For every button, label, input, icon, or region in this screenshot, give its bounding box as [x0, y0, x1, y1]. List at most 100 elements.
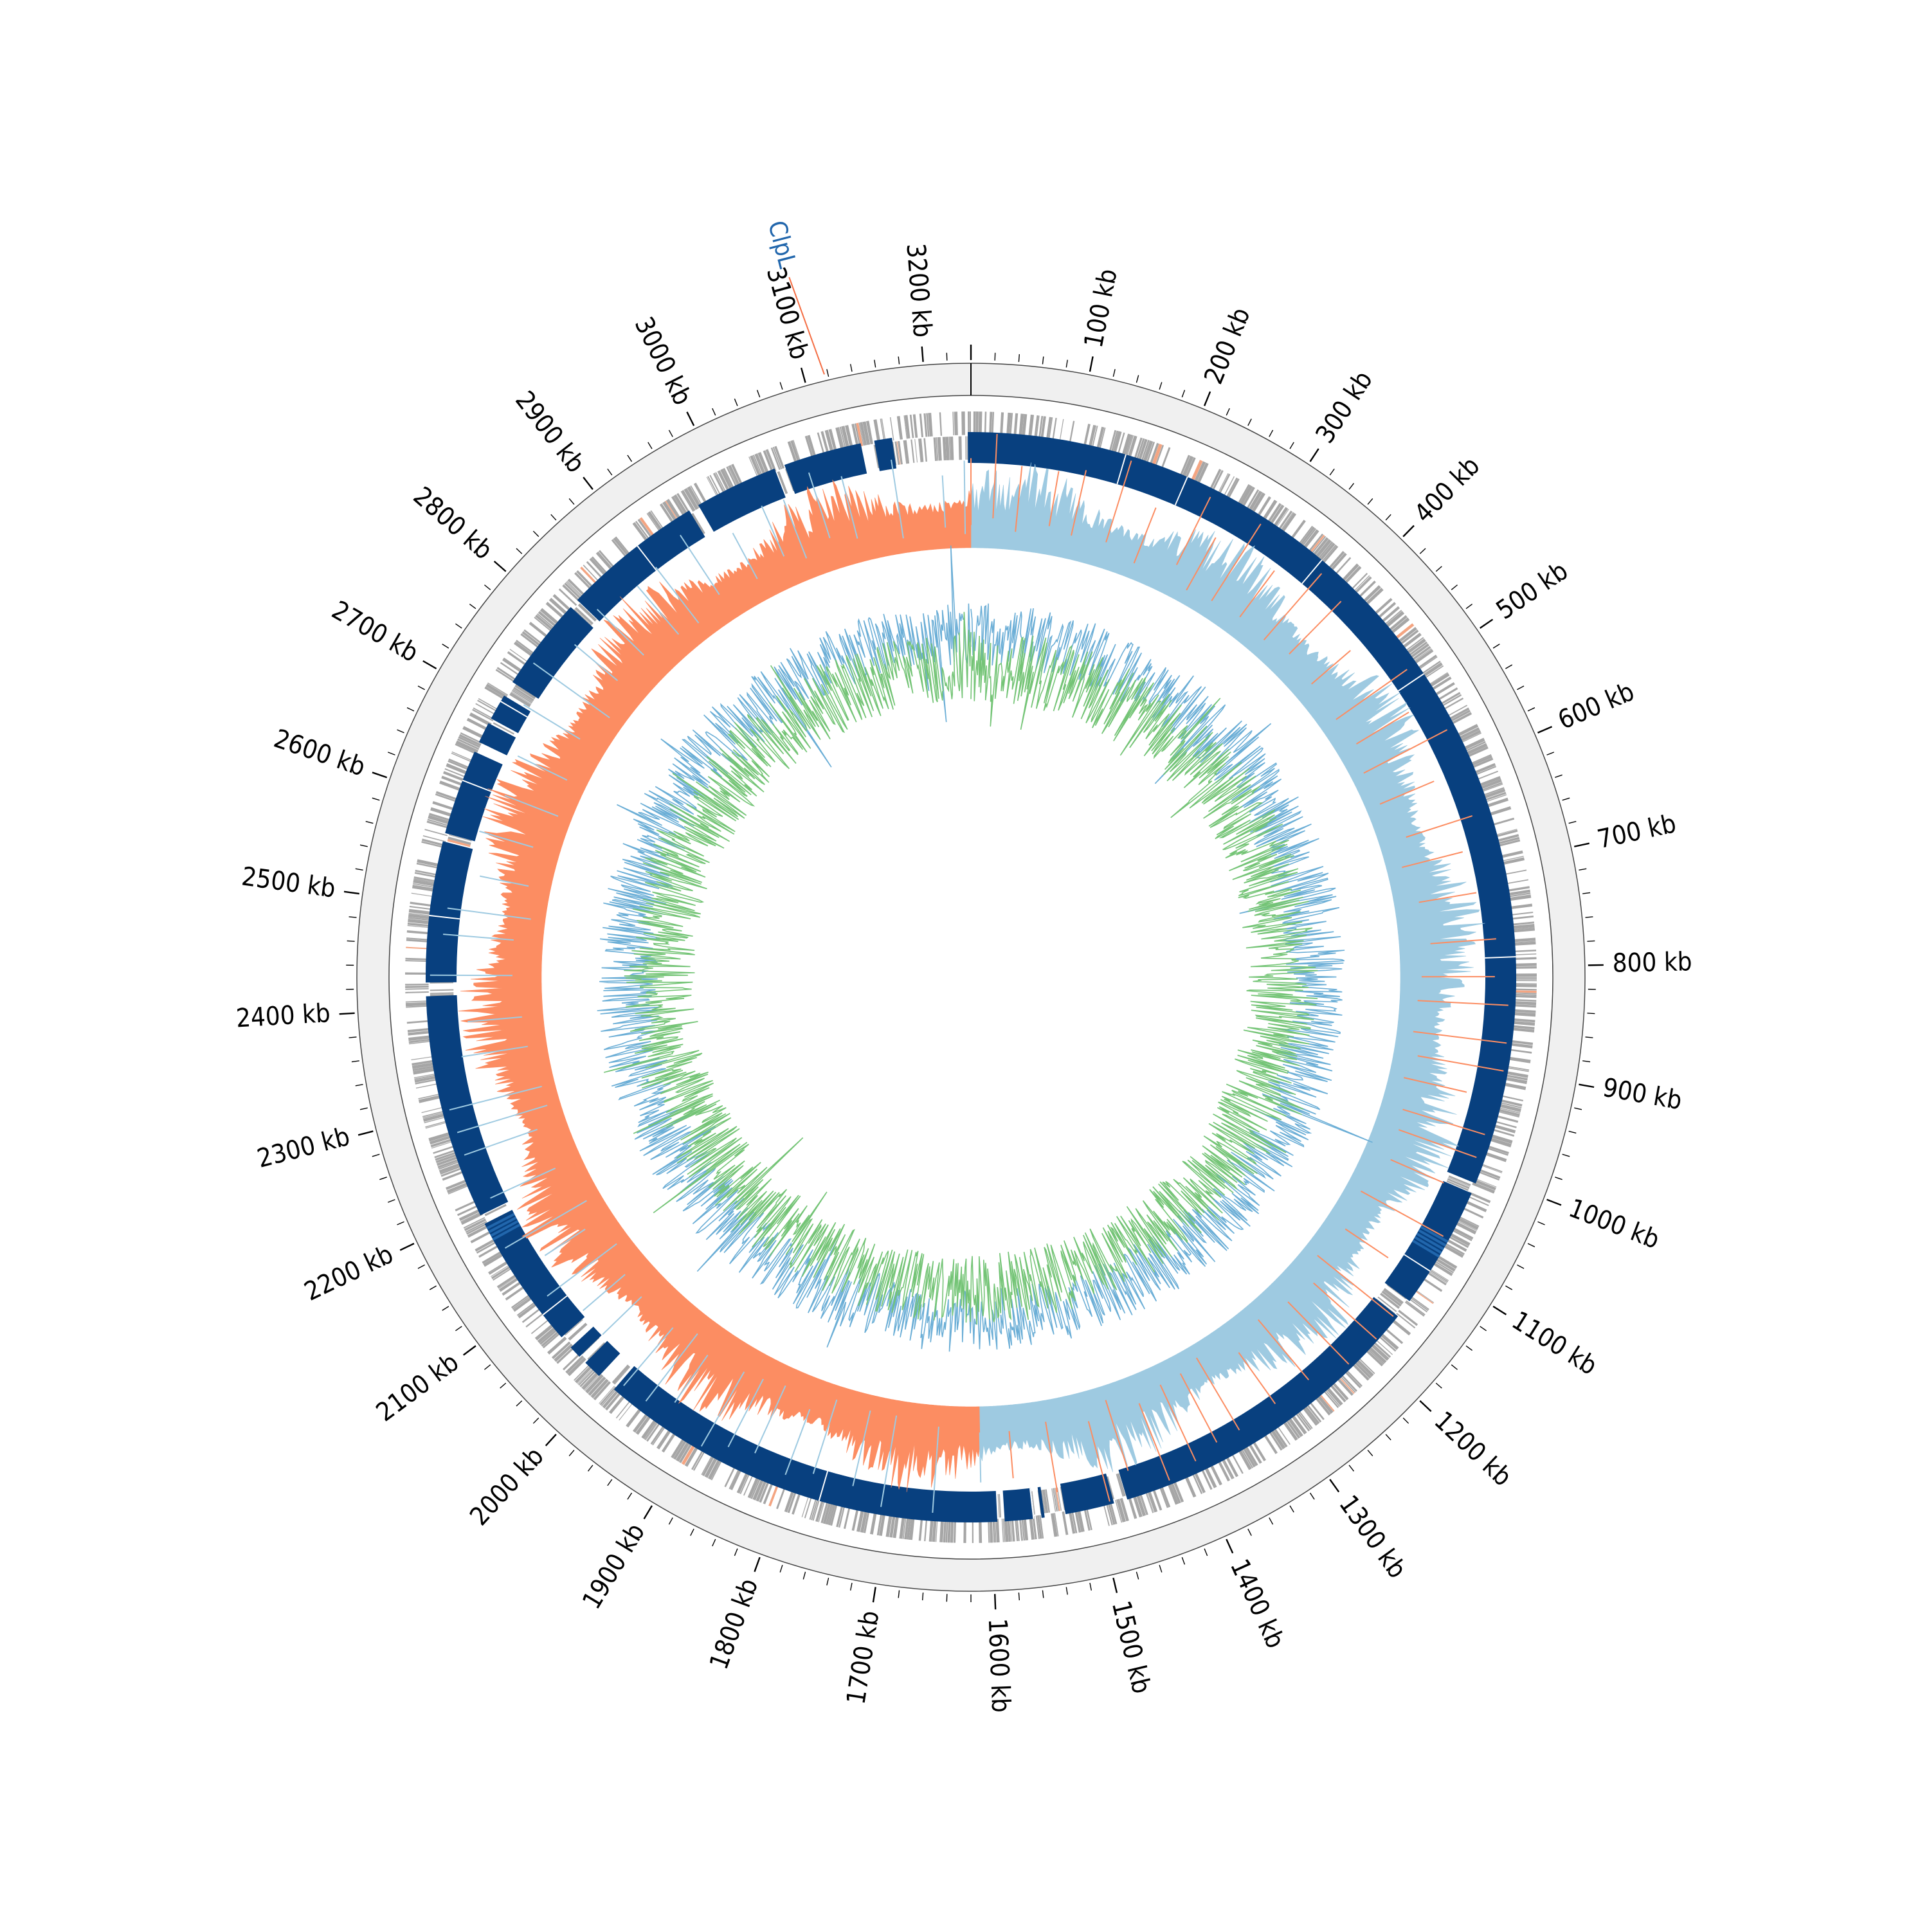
minor-tick	[1136, 375, 1138, 383]
cds-feature	[1503, 869, 1526, 875]
cds-feature	[1227, 478, 1240, 500]
major-tick	[1480, 619, 1493, 628]
minor-tick	[851, 1583, 852, 1591]
minor-tick	[1493, 644, 1499, 648]
minor-tick	[1269, 430, 1273, 437]
cds-feature	[412, 893, 435, 898]
cds-feature	[984, 411, 986, 435]
cds-feature	[972, 1519, 974, 1543]
minor-tick	[1505, 665, 1512, 669]
minor-tick	[874, 360, 876, 368]
minor-tick	[366, 822, 374, 824]
minor-tick	[734, 399, 738, 406]
minor-tick	[1569, 822, 1577, 824]
minor-tick	[1290, 1506, 1294, 1512]
minor-tick	[551, 514, 556, 520]
cds-feature	[1503, 1082, 1526, 1090]
minor-tick	[1569, 1131, 1577, 1133]
cds-feature	[776, 1486, 786, 1509]
cds-feature	[405, 958, 429, 961]
minor-tick	[851, 364, 852, 372]
minor-tick	[1403, 1418, 1408, 1423]
gc-skew-spike	[602, 1297, 642, 1335]
major-tick	[644, 1506, 652, 1519]
minor-tick	[1248, 419, 1251, 426]
minor-tick	[1113, 369, 1115, 377]
minor-tick	[827, 1578, 829, 1585]
tick-label: 3000 kb	[628, 312, 697, 410]
minor-tick	[1159, 382, 1162, 389]
cds-feature	[870, 1511, 877, 1535]
tick-label: 3100 kb	[761, 264, 815, 363]
minor-tick	[734, 1549, 738, 1556]
cds-feature	[1513, 957, 1537, 960]
tick-label: 2500 kb	[240, 862, 338, 903]
cds-feature	[976, 411, 979, 435]
cds-feature	[405, 986, 429, 988]
minor-tick	[712, 1539, 716, 1546]
minor-tick	[1587, 1013, 1595, 1014]
major-tick	[400, 1243, 414, 1250]
minor-tick	[516, 548, 522, 554]
minor-tick	[1349, 483, 1354, 489]
tick-label: 2900 kb	[509, 386, 590, 478]
cds-feature	[1052, 418, 1057, 441]
cds-feature	[968, 411, 969, 435]
cds-feature	[873, 419, 880, 443]
cds-feature	[1488, 806, 1511, 816]
cds-feature	[1062, 1512, 1069, 1535]
major-tick	[1310, 449, 1319, 462]
minor-tick	[1555, 775, 1562, 777]
tick-label: 2000 kb	[464, 1441, 550, 1531]
gc-content-track	[597, 546, 1373, 1352]
major-tick	[1579, 1085, 1594, 1087]
minor-tick	[1528, 1243, 1535, 1247]
minor-tick	[1330, 469, 1334, 475]
minor-tick	[1066, 1587, 1067, 1594]
tick-label: 2600 kb	[270, 724, 369, 782]
minor-tick	[418, 686, 425, 690]
cds-feature	[1160, 1485, 1170, 1507]
minor-tick	[1555, 1177, 1562, 1180]
cds-feature	[1508, 1049, 1532, 1053]
minor-tick	[484, 585, 490, 590]
backbone-inner-edge	[389, 395, 1553, 1559]
cds-feature	[954, 411, 958, 435]
major-tick	[1113, 1578, 1117, 1593]
blast-block	[1003, 1488, 1035, 1522]
cds-feature	[959, 437, 962, 460]
minor-tick	[397, 730, 404, 733]
cds-feature	[426, 1122, 449, 1129]
tick-label: 600 kb	[1553, 677, 1638, 736]
cds-feature	[452, 752, 474, 762]
cds-feature	[939, 1519, 944, 1542]
tick-label: 1100 kb	[1507, 1306, 1602, 1381]
cds-feature	[405, 960, 429, 962]
tick-label: 3200 kb	[900, 242, 937, 339]
minor-tick	[898, 1591, 899, 1598]
minor-tick	[1562, 1154, 1570, 1156]
cds-feature	[1513, 980, 1537, 981]
minor-tick	[1436, 1383, 1442, 1388]
tick-label: 500 kb	[1491, 556, 1573, 626]
cds-feature	[1491, 818, 1514, 826]
tick-label: 2300 kb	[254, 1122, 353, 1174]
cds-feature	[1000, 412, 1004, 436]
cds-feature	[407, 1020, 431, 1024]
major-tick	[344, 892, 359, 894]
tick-label: 1400 kb	[1224, 1555, 1291, 1653]
minor-tick	[569, 1450, 574, 1456]
minor-tick	[712, 408, 716, 415]
cds-feature	[979, 1519, 982, 1543]
cds-feature	[792, 1492, 801, 1515]
cds-feature	[478, 698, 500, 710]
tick-label: 1000 kb	[1564, 1193, 1663, 1255]
cds-feature	[961, 411, 965, 435]
cds-feature	[1427, 1270, 1447, 1283]
major-tick	[1537, 727, 1552, 733]
minor-tick	[388, 1200, 395, 1202]
tick-label: 1700 kb	[841, 1609, 885, 1706]
gc-skew-positive	[971, 462, 1485, 1472]
minor-tick	[628, 1493, 632, 1499]
tick-label: 400 kb	[1409, 451, 1486, 529]
